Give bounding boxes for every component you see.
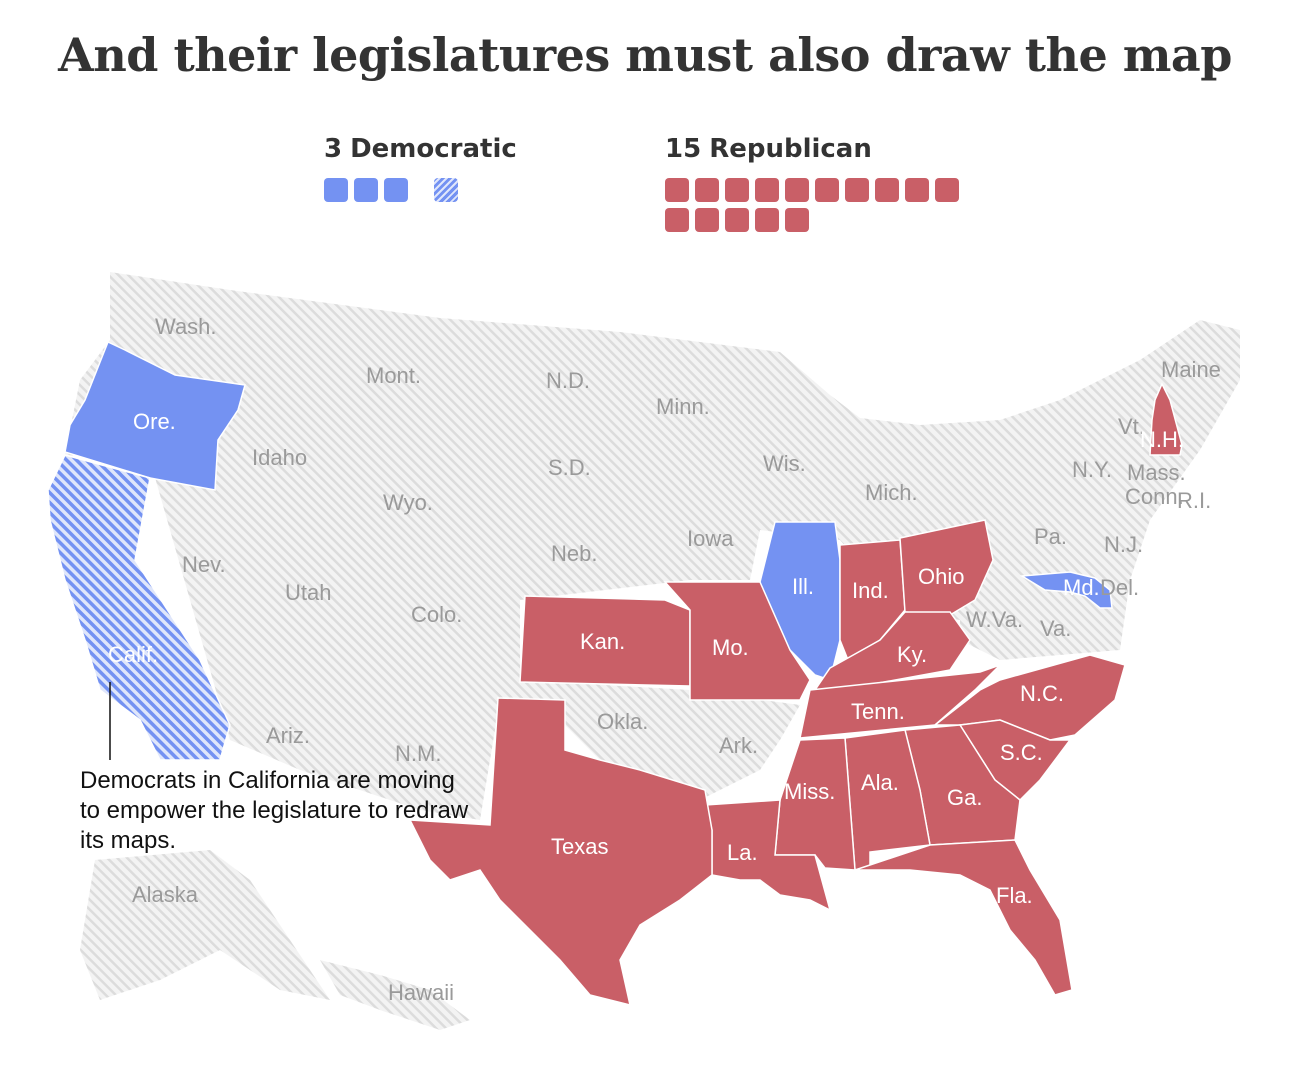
label-iowa: Iowa bbox=[687, 526, 734, 551]
label-ohio: Ohio bbox=[918, 564, 964, 589]
republican-square bbox=[755, 208, 779, 232]
florida-state bbox=[854, 839, 1073, 996]
label-okla: Okla. bbox=[597, 709, 648, 734]
republican-square bbox=[875, 178, 899, 202]
republican-square bbox=[815, 178, 839, 202]
label-ill: Ill. bbox=[792, 574, 814, 599]
label-neb: Neb. bbox=[551, 541, 597, 566]
california-annotation: Democrats in California are moving to em… bbox=[80, 767, 469, 854]
label-wva: W.Va. bbox=[966, 607, 1023, 632]
mississippi-state bbox=[774, 737, 856, 871]
alaska-shape bbox=[80, 850, 330, 1000]
label-del: Del. bbox=[1100, 575, 1139, 600]
label-nh: N.H. bbox=[1140, 427, 1184, 452]
label-wis: Wis. bbox=[763, 451, 806, 476]
maryland-state bbox=[1019, 571, 1113, 609]
republican-square bbox=[695, 178, 719, 202]
democratic-square bbox=[354, 178, 378, 202]
oregon-state bbox=[64, 340, 246, 491]
label-texas: Texas bbox=[551, 834, 608, 859]
legend-republican: 15 Republican bbox=[665, 134, 965, 238]
label-kan: Kan. bbox=[580, 629, 625, 654]
label-idaho: Idaho bbox=[252, 445, 307, 470]
label-ga: Ga. bbox=[947, 785, 982, 810]
label-mo: Mo. bbox=[712, 635, 749, 660]
label-vt: Vt. bbox=[1118, 414, 1145, 439]
state-labels: Wash. Ore. Idaho Nev. Calif. Mont. Wyo. … bbox=[108, 314, 1221, 1005]
label-mich: Mich. bbox=[865, 480, 918, 505]
label-ariz: Ariz. bbox=[266, 723, 310, 748]
republican-square bbox=[845, 178, 869, 202]
label-ala: Ala. bbox=[861, 770, 899, 795]
democratic-square bbox=[324, 178, 348, 202]
contiguous-background bbox=[65, 272, 1240, 820]
democratic-square bbox=[384, 178, 408, 202]
republican-square bbox=[695, 208, 719, 232]
texas-state bbox=[408, 697, 713, 1007]
label-maine: Maine bbox=[1161, 357, 1221, 382]
new-hampshire-state bbox=[1149, 382, 1183, 456]
hawaii-shape bbox=[320, 960, 470, 1030]
map-title: And their legislatures must also draw th… bbox=[58, 28, 1232, 82]
label-nev: Nev. bbox=[182, 552, 226, 577]
label-sd: S.D. bbox=[548, 455, 591, 480]
label-alaska: Alaska bbox=[132, 882, 199, 907]
label-ark: Ark. bbox=[719, 733, 758, 758]
republican-label: Republican bbox=[709, 134, 872, 164]
label-la: La. bbox=[727, 840, 758, 865]
republican-square bbox=[785, 208, 809, 232]
label-colo: Colo. bbox=[411, 602, 462, 627]
democratic-states bbox=[47, 340, 1113, 761]
label-conn: Conn. bbox=[1125, 484, 1184, 509]
republican-squares bbox=[665, 178, 965, 238]
republican-square bbox=[665, 178, 689, 202]
legend-democratic: 3 Democratic bbox=[324, 134, 524, 208]
label-ri: R.I. bbox=[1177, 488, 1211, 513]
missouri-state bbox=[663, 581, 811, 701]
republican-square bbox=[725, 178, 749, 202]
republican-count: 15 bbox=[665, 134, 702, 164]
label-calif: Calif. bbox=[108, 642, 158, 667]
democratic-label: Democratic bbox=[350, 134, 517, 164]
label-nm: N.M. bbox=[395, 741, 441, 766]
label-nj: N.J. bbox=[1104, 532, 1143, 557]
republican-square bbox=[725, 208, 749, 232]
democratic-squares bbox=[324, 178, 524, 208]
tennessee-state bbox=[799, 664, 1001, 739]
label-fla: Fla. bbox=[996, 883, 1033, 908]
label-mont: Mont. bbox=[366, 363, 421, 388]
label-nc: N.C. bbox=[1020, 681, 1064, 706]
other-states bbox=[65, 272, 1240, 1030]
label-ny: N.Y. bbox=[1072, 457, 1112, 482]
label-ind: Ind. bbox=[852, 578, 889, 603]
republican-square bbox=[935, 178, 959, 202]
label-mass: Mass. bbox=[1127, 460, 1186, 485]
label-wash: Wash. bbox=[155, 314, 217, 339]
republican-square bbox=[665, 208, 689, 232]
label-tenn: Tenn. bbox=[851, 699, 905, 724]
label-pa: Pa. bbox=[1034, 524, 1067, 549]
label-utah: Utah bbox=[285, 580, 331, 605]
democratic-count: 3 bbox=[324, 134, 343, 164]
democratic-square-pending bbox=[434, 178, 458, 202]
label-hawaii: Hawaii bbox=[388, 980, 454, 1005]
label-sc: S.C. bbox=[1000, 740, 1043, 765]
label-wyo: Wyo. bbox=[383, 490, 433, 515]
label-miss: Miss. bbox=[784, 779, 835, 804]
republican-square bbox=[785, 178, 809, 202]
label-minn: Minn. bbox=[656, 394, 710, 419]
label-nd: N.D. bbox=[546, 368, 590, 393]
label-ore: Ore. bbox=[133, 409, 176, 434]
label-ky: Ky. bbox=[897, 642, 927, 667]
republican-square bbox=[755, 178, 779, 202]
label-va: Va. bbox=[1040, 616, 1071, 641]
label-md: Md. bbox=[1063, 575, 1100, 600]
republican-states bbox=[408, 382, 1183, 1007]
republican-square bbox=[905, 178, 929, 202]
california-state bbox=[47, 454, 231, 761]
